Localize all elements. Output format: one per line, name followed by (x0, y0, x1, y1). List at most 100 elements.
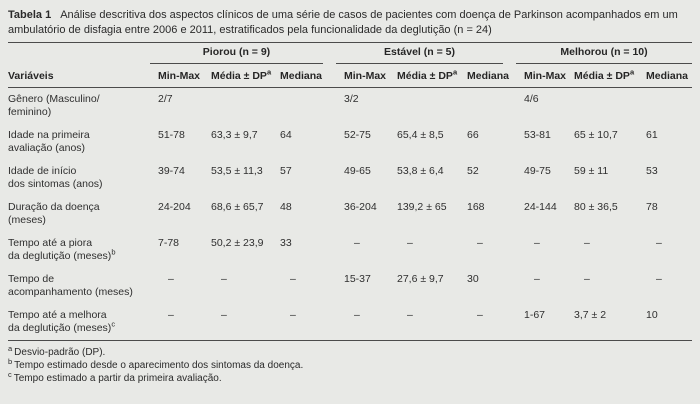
value-cell (638, 88, 692, 125)
group-label: Piorou (n = 9) (202, 46, 271, 58)
value-cell (203, 88, 272, 125)
variables-header: Variáveis (8, 64, 150, 88)
value-cell: 53-81 (524, 129, 551, 141)
data-table: Piorou (n = 9) Estável (n = 5) Melhorou … (8, 43, 693, 340)
value-cell: – (221, 273, 227, 285)
value-cell: – (534, 273, 540, 285)
value-cell: 64 (280, 129, 292, 141)
value-cell: – (168, 273, 174, 285)
value-cell: 66 (467, 129, 479, 141)
value-cell: 24-144 (524, 201, 557, 213)
col-header-mediana: Mediana (638, 64, 693, 88)
value-cell: 59 ± 11 (574, 165, 609, 177)
bottom-rule (8, 340, 692, 341)
group-header-melhorou: Melhorou (n = 10) (516, 43, 693, 64)
table-row: Tempo de acompanhamento (meses) – – – 15-37 27… (8, 268, 692, 304)
group-header-row: Piorou (n = 9) Estável (n = 5) Melhorou … (8, 43, 693, 64)
col-header-minmax: Min-Max (336, 64, 389, 88)
value-cell: 53 (646, 165, 658, 177)
col-header-minmax: Min-Max (150, 64, 203, 88)
row-label: Tempo até a melhora da deglutição (meses)… (8, 309, 116, 334)
value-cell: – (534, 237, 540, 249)
row-label: Idade de início dos sintomas (anos) (8, 165, 103, 190)
value-cell: 36-204 (344, 201, 377, 213)
value-cell: 33 (280, 237, 292, 249)
paper-table-figure: Tabela 1 Análise descritiva dos aspectos … (8, 8, 693, 385)
table-row: Duração da doença (meses) 24-204 68,6 ± 65,… (8, 196, 692, 232)
value-cell: – (290, 273, 296, 285)
col-header-mediana: Mediana (459, 64, 516, 88)
value-cell: 53,5 ± 11,3 (211, 165, 263, 177)
footnote: c Tempo estimado a partir da primeira ava… (8, 369, 222, 384)
value-cell: – (584, 273, 590, 285)
table-row: Gênero (Masculino/feminino) 2/7 3/2 4/6 (8, 88, 692, 125)
group-header-estavel: Estável (n = 5) (336, 43, 516, 64)
value-cell: 15-37 (344, 273, 371, 285)
table-row: Idade de início dos sintomas (anos) 39-74 5… (8, 160, 692, 196)
value-cell: 3,7 ± 2 (574, 309, 607, 321)
value-cell: 52 (467, 165, 479, 177)
col-header-media-dp: Média ± DPa (566, 64, 638, 88)
value-cell: – (354, 309, 360, 321)
row-label: Tempo de acompanhamento (meses) (8, 273, 133, 298)
table-caption-text: Análise descritiva dos aspectos clínicos… (8, 9, 678, 36)
value-cell (459, 88, 516, 125)
col-header-minmax: Min-Max (516, 64, 566, 88)
value-cell: 1-67 (524, 309, 546, 321)
value-cell (389, 88, 459, 125)
value-cell: 30 (467, 273, 479, 285)
value-cell: 2/7 (158, 93, 173, 105)
value-cell: 10 (646, 309, 658, 321)
value-cell: – (407, 237, 413, 249)
column-header-row: Variáveis Min-Max Média ± DPa Mediana Mi… (8, 64, 693, 88)
value-cell: – (407, 309, 413, 321)
value-cell: 51-78 (158, 129, 185, 141)
col-header-media-dp: Média ± DPa (389, 64, 459, 88)
group-header-piorou: Piorou (n = 9) (150, 43, 336, 64)
table-row: Tempo até a melhora da deglutição (meses)… (8, 304, 692, 340)
value-cell: 24-204 (158, 201, 191, 213)
value-cell: 57 (280, 165, 292, 177)
value-cell: 61 (646, 129, 658, 141)
top-rule (8, 42, 692, 43)
value-cell: 52-75 (344, 129, 371, 141)
table-row: Tempo até a piora da deglutição (meses)b 7… (8, 232, 692, 268)
value-cell: 48 (280, 201, 292, 213)
table-caption: Tabela 1 Análise descritiva dos aspectos … (8, 8, 692, 37)
value-cell: 68,6 ± 65,7 (211, 201, 264, 213)
group-header-spacer (8, 43, 150, 64)
value-cell: 80 ± 36,5 (574, 201, 618, 213)
value-cell: 39-74 (158, 165, 185, 177)
value-cell: 53,8 ± 6,4 (397, 165, 444, 177)
value-cell: – (290, 309, 296, 321)
value-cell: 168 (467, 201, 485, 213)
value-cell: 139,2 ± 65 (397, 201, 447, 213)
footnote: a Desvio-padrão (DP). (8, 343, 106, 358)
row-label: Gênero (Masculino/feminino) (8, 93, 100, 118)
value-cell: 50,2 ± 23,9 (211, 237, 264, 249)
value-cell: – (477, 309, 483, 321)
value-cell: 27,6 ± 9,7 (397, 273, 444, 285)
table-caption-label: Tabela 1 (8, 9, 52, 21)
value-cell: – (656, 237, 662, 249)
value-cell: 65 ± 10,7 (574, 129, 618, 141)
value-cell: – (354, 237, 360, 249)
group-label: Estável (n = 5) (384, 46, 455, 58)
value-cell (566, 88, 638, 125)
value-cell: – (221, 309, 227, 321)
value-cell (272, 88, 336, 125)
value-cell: 63,3 ± 9,7 (211, 129, 258, 141)
value-cell: 49-65 (344, 165, 371, 177)
value-cell: – (656, 273, 662, 285)
value-cell: 65,4 ± 8,5 (397, 129, 444, 141)
value-cell: 78 (646, 201, 658, 213)
value-cell: 3/2 (344, 93, 359, 105)
col-header-media-dp: Média ± DPa (203, 64, 272, 88)
value-cell: – (477, 237, 483, 249)
footnotes: a Desvio-padrão (DP). b Tempo estimado desd… (8, 343, 692, 385)
value-cell: – (168, 309, 174, 321)
row-label: Idade na primeira avaliação (anos) (8, 129, 90, 154)
value-cell: 7-78 (158, 237, 180, 249)
value-cell: – (584, 237, 590, 249)
value-cell: 4/6 (524, 93, 539, 105)
